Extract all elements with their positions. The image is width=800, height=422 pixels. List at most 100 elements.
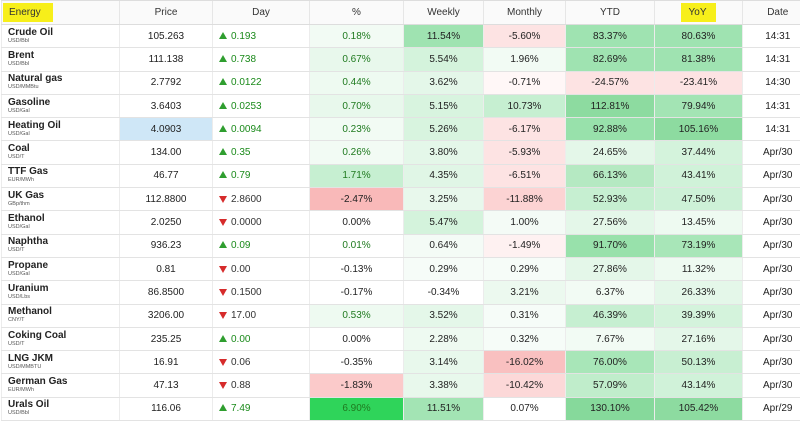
weekly-change-cell: 3.80%	[403, 140, 484, 165]
commodity-cell[interactable]: Uranium USD/Lbs	[1, 280, 120, 305]
day-change-value: 0.00	[231, 333, 251, 345]
weekly-change-cell: 3.25%	[403, 187, 484, 212]
commodity-cell[interactable]: Naphtha USD/T	[1, 234, 120, 258]
date-cell: Apr/30	[742, 257, 800, 282]
price-cell[interactable]: 4.0903	[119, 117, 213, 142]
commodity-name-link[interactable]: UK Gas	[8, 189, 45, 201]
commodity-name-link[interactable]: Heating Oil	[8, 119, 61, 131]
ytd-change-cell: -24.57%	[565, 71, 655, 95]
weekly-change-cell: 11.51%	[403, 397, 484, 422]
commodity-cell[interactable]: Methanol CNY/T	[1, 304, 120, 328]
header-price[interactable]: Price	[119, 0, 213, 25]
arrow-down-icon	[219, 219, 227, 227]
yoy-change-cell: 105.16%	[654, 117, 743, 142]
day-change-value: 0.00	[231, 263, 251, 275]
header-monthly[interactable]: Monthly	[483, 0, 566, 25]
price-cell[interactable]: 134.00	[119, 140, 213, 165]
day-change-value: 0.0000	[231, 217, 262, 229]
table-row: Heating Oil USD/Gal 4.0903 0.0094 0.23% 5.26%…	[1, 117, 800, 142]
header-weekly[interactable]: Weekly	[403, 0, 484, 25]
header-percent[interactable]: %	[309, 0, 404, 25]
price-cell[interactable]: 116.06	[119, 397, 213, 422]
price-cell[interactable]: 47.13	[119, 373, 213, 398]
yoy-change-cell: 27.16%	[654, 327, 743, 352]
percent-change-cell: -2.47%	[309, 187, 404, 212]
commodity-name-link[interactable]: Ethanol	[8, 213, 45, 225]
commodity-cell[interactable]: TTF Gas EUR/MWh	[1, 164, 120, 189]
price-cell[interactable]: 235.25	[119, 327, 213, 352]
header-yoy[interactable]: YoY	[654, 0, 743, 25]
header-energy[interactable]: Energy	[1, 0, 120, 25]
commodity-name-link[interactable]: Coal	[8, 143, 30, 155]
date-cell: Apr/30	[742, 210, 800, 235]
commodity-name-link[interactable]: German Gas	[8, 376, 68, 388]
commodity-cell[interactable]: Urals Oil USD/Bbl	[1, 397, 120, 422]
commodity-name-link[interactable]: Propane	[8, 259, 49, 271]
price-cell[interactable]: 46.77	[119, 164, 213, 189]
price-cell[interactable]: 105.263	[119, 24, 213, 49]
commodity-cell[interactable]: Heating Oil USD/Gal	[1, 117, 120, 142]
day-change-value: 0.0122	[231, 77, 262, 89]
price-cell[interactable]: 3.6403	[119, 94, 213, 119]
commodity-name-link[interactable]: Urals Oil	[8, 399, 50, 411]
commodity-cell[interactable]: Coal USD/T	[1, 140, 120, 165]
commodity-cell[interactable]: LNG JKM USD/MMBTU	[1, 350, 120, 375]
price-cell[interactable]: 936.23	[119, 234, 213, 258]
commodity-unit: USD/MMBtu	[8, 84, 39, 91]
monthly-change-cell: 0.07%	[483, 397, 566, 422]
commodity-unit: USD/Lbs	[8, 293, 31, 300]
percent-change-cell: 6.90%	[309, 397, 404, 422]
monthly-change-cell: -0.71%	[483, 71, 566, 95]
table-row: TTF Gas EUR/MWh 46.77 0.79 1.71% 4.35% -6.51% 6…	[1, 164, 800, 189]
date-cell: Apr/30	[742, 350, 800, 375]
commodity-name-link[interactable]: LNG JKM	[8, 352, 53, 364]
price-cell[interactable]: 112.8800	[119, 187, 213, 212]
commodity-cell[interactable]: Crude Oil USD/Bbl	[1, 24, 120, 49]
price-cell[interactable]: 2.7792	[119, 71, 213, 95]
commodity-name-link[interactable]: TTF Gas	[8, 166, 49, 178]
header-day[interactable]: Day	[212, 0, 310, 25]
price-cell[interactable]: 86.8500	[119, 280, 213, 305]
header-ytd[interactable]: YTD	[565, 0, 655, 25]
commodity-name-link[interactable]: Uranium	[8, 282, 49, 294]
price-cell[interactable]: 0.81	[119, 257, 213, 282]
day-change-value: 2.8600	[231, 193, 262, 205]
price-cell[interactable]: 16.91	[119, 350, 213, 375]
table-row: Crude Oil USD/Bbl 105.263 0.193 0.18% 11.54% -…	[1, 24, 800, 49]
arrow-up-icon	[219, 31, 227, 39]
yoy-change-cell: 11.32%	[654, 257, 743, 282]
commodity-name-link[interactable]: Gasoline	[8, 96, 51, 108]
monthly-change-cell: 3.21%	[483, 280, 566, 305]
commodity-name-link[interactable]: Brent	[8, 49, 35, 61]
commodity-name-link[interactable]: Crude Oil	[8, 26, 54, 38]
yoy-change-cell: 43.41%	[654, 164, 743, 189]
commodity-cell[interactable]: Propane USD/Gal	[1, 257, 120, 282]
commodity-name-link[interactable]: Methanol	[8, 306, 52, 318]
day-change-value: 0.738	[231, 53, 257, 65]
commodity-cell[interactable]: Brent USD/Bbl	[1, 47, 120, 72]
commodity-cell[interactable]: UK Gas GBp/thm	[1, 187, 120, 212]
weekly-change-cell: 5.54%	[403, 47, 484, 72]
day-change-value: 0.06	[231, 356, 251, 368]
price-cell[interactable]: 2.0250	[119, 210, 213, 235]
commodity-name-link[interactable]: Coking Coal	[8, 329, 67, 341]
commodity-cell[interactable]: Natural gas USD/MMBtu	[1, 71, 120, 95]
weekly-change-cell: 5.47%	[403, 210, 484, 235]
percent-change-cell: -0.13%	[309, 257, 404, 282]
commodity-cell[interactable]: German Gas EUR/MWh	[1, 373, 120, 398]
commodity-name-link[interactable]: Naphtha	[8, 236, 48, 248]
commodity-cell[interactable]: Ethanol USD/Gal	[1, 210, 120, 235]
header-date[interactable]: Date	[742, 0, 800, 25]
commodity-unit: USD/Gal	[8, 270, 30, 277]
commodity-cell[interactable]: Coking Coal USD/T	[1, 327, 120, 352]
arrow-down-icon	[219, 358, 227, 366]
price-cell[interactable]: 3206.00	[119, 304, 213, 328]
commodity-cell[interactable]: Gasoline USD/Gal	[1, 94, 120, 119]
commodity-name-link[interactable]: Natural gas	[8, 73, 63, 85]
date-cell: Apr/30	[742, 234, 800, 258]
ytd-change-cell: 46.39%	[565, 304, 655, 328]
date-cell: 14:31	[742, 47, 800, 72]
price-cell[interactable]: 111.138	[119, 47, 213, 72]
date-cell: 14:31	[742, 94, 800, 119]
